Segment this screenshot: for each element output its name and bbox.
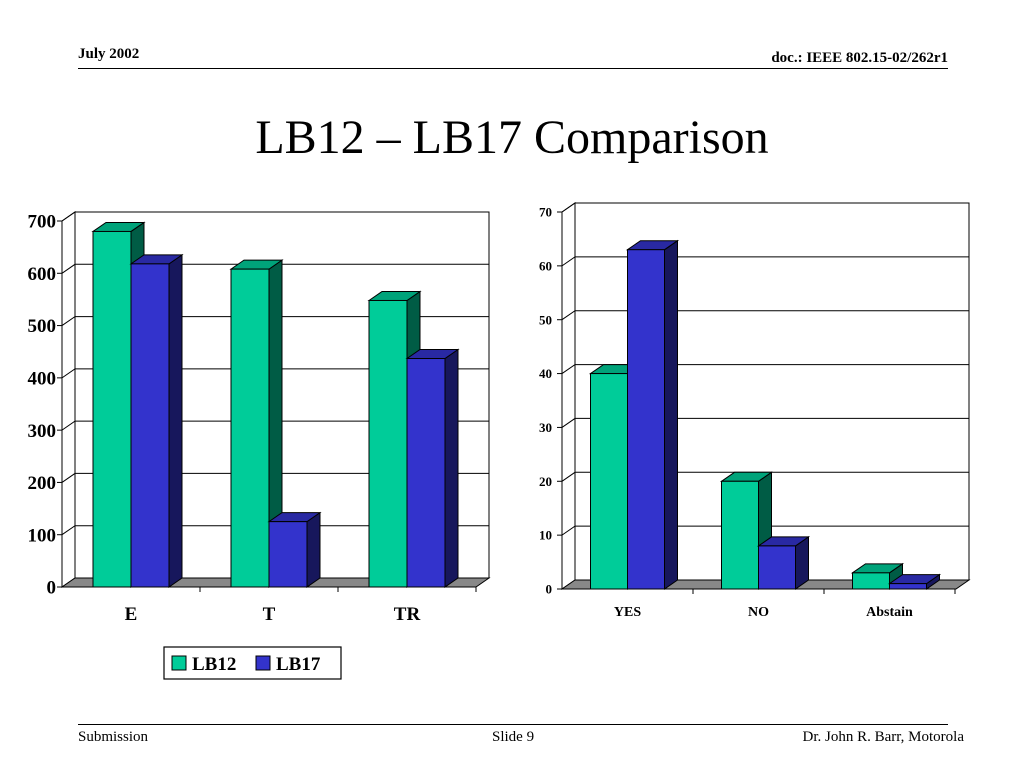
legend-swatch-lb17 — [255, 655, 271, 671]
header-doc-id: doc.: IEEE 802.15-02/262r1 — [771, 50, 948, 66]
bar-side — [168, 253, 183, 588]
y-tick-label: 70 — [539, 205, 552, 220]
x-category-label: E — [125, 604, 138, 625]
bar — [267, 511, 322, 588]
gridline — [561, 364, 969, 374]
gridline — [561, 471, 969, 482]
bar — [887, 573, 942, 590]
x-category-label: TR — [394, 604, 421, 625]
bar-front — [406, 358, 446, 588]
gridline — [561, 256, 969, 267]
bar-front — [368, 299, 408, 588]
legend: LB12 LB17 — [163, 646, 342, 680]
footer-rule — [78, 724, 948, 725]
bar-front — [627, 249, 665, 590]
chart-1: 0 100 200 300 400 500 600 700 E T TR LB12 LB17 — [28, 211, 491, 680]
footer-author: Dr. John R. Barr, Motorola — [802, 729, 964, 745]
bar — [850, 562, 905, 590]
gridline — [61, 316, 489, 326]
y-tick-label: 100 — [28, 525, 57, 546]
legend-swatch-lb12 — [171, 655, 187, 671]
y-tick-label: 200 — [28, 473, 57, 494]
gridline — [61, 263, 489, 274]
header-rule — [78, 68, 948, 69]
y-tick-label: 300 — [28, 421, 57, 442]
slide-title: LB12 – LB17 Comparison — [255, 111, 769, 164]
y-tick-label: 0 — [47, 578, 57, 599]
y-tick-label: 20 — [539, 474, 552, 489]
x-category-label: YES — [614, 605, 641, 620]
y-tick-label: 40 — [539, 366, 552, 381]
gridline — [61, 525, 489, 536]
charts-canvas: 0 100 200 300 400 500 600 700 E T TR LB12 LB17 0 10 20 3… — [28, 202, 971, 680]
gridline — [61, 472, 489, 483]
bar — [756, 535, 811, 590]
header-date: July 2002 — [78, 46, 140, 62]
gridline — [561, 417, 969, 428]
y-tick-label: 30 — [539, 420, 552, 435]
gridline — [61, 420, 489, 431]
legend-box — [163, 646, 342, 680]
x-category-label: Abstain — [866, 605, 913, 620]
bar-side — [664, 239, 678, 590]
y-tick-label: 400 — [28, 369, 57, 390]
y-tick-label: 600 — [28, 264, 57, 285]
bar — [129, 253, 184, 588]
gridline — [561, 310, 969, 321]
legend-label-lb12: LB12 — [192, 654, 236, 675]
y-tick-label: 60 — [539, 258, 552, 273]
x-category-label: T — [263, 604, 276, 625]
chart-2: 0 10 20 30 40 50 60 70 YES NO Abstain — [539, 202, 971, 620]
y-tick-label: 10 — [539, 528, 552, 543]
footer-slide-number: Slide 9 — [492, 729, 535, 745]
bar — [229, 259, 284, 588]
bar-front — [590, 373, 628, 590]
gridline — [561, 525, 969, 536]
bar-side — [306, 511, 321, 588]
bar-front — [889, 583, 927, 590]
bar-front — [230, 268, 270, 588]
y-tick-label: 50 — [539, 312, 552, 327]
bar — [625, 239, 680, 590]
bar-front — [721, 480, 759, 590]
x-category-label: NO — [748, 605, 769, 620]
bar-front — [268, 521, 308, 588]
y-tick-label: 0 — [546, 582, 553, 597]
gridline — [61, 368, 489, 379]
footer-submission: Submission — [78, 729, 149, 745]
bar-front — [852, 572, 890, 590]
bar — [405, 348, 460, 588]
gridline — [61, 211, 489, 222]
y-tick-label: 700 — [28, 212, 57, 233]
bar-front — [758, 545, 796, 590]
bar-front — [130, 263, 170, 588]
y-tick-label: 500 — [28, 316, 57, 337]
gridline — [561, 202, 969, 213]
bar-front — [92, 230, 132, 588]
bar-side — [444, 348, 459, 588]
legend-label-lb17: LB17 — [276, 654, 321, 675]
